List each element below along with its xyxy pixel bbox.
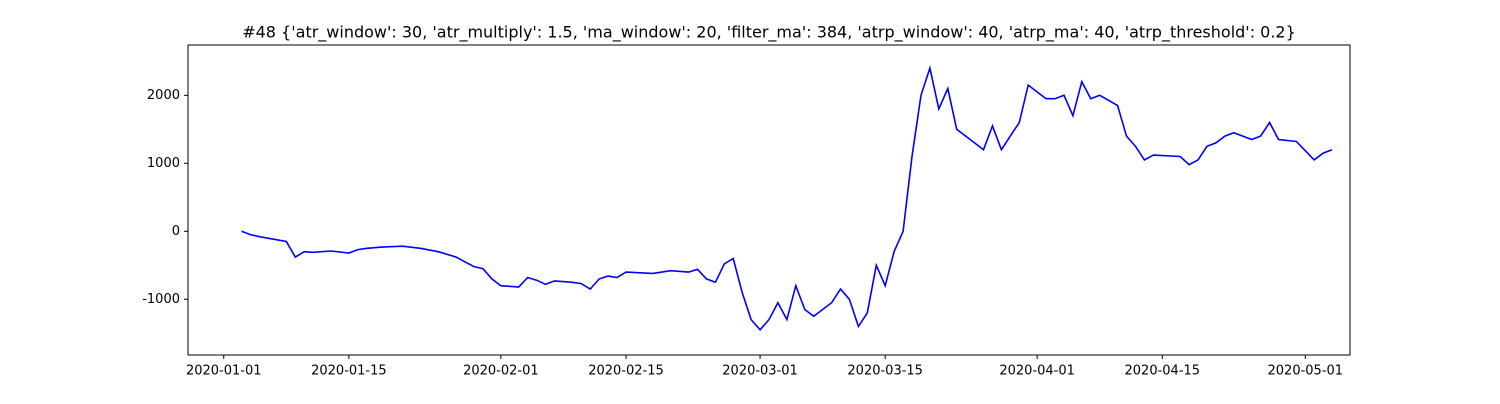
x-tick-label: 2020-04-15: [1125, 364, 1201, 379]
x-tick-label: 2020-05-01: [1268, 364, 1344, 379]
x-tick-label: 2020-04-01: [999, 364, 1075, 379]
y-tick-label: 1000: [147, 156, 180, 171]
chart-title: #48 {'atr_window': 30, 'atr_multiply': 1…: [242, 23, 1296, 43]
x-tick-label: 2020-02-01: [463, 364, 539, 379]
x-tick-label: 2020-02-15: [588, 364, 664, 379]
x-tick-label: 2020-03-15: [847, 364, 923, 379]
y-tick-label: 2000: [147, 88, 180, 103]
x-tick-label: 2020-01-15: [311, 364, 387, 379]
data-line: [241, 65, 1333, 332]
x-tick-label: 2020-03-01: [722, 364, 798, 379]
y-tick-label: 0: [172, 224, 180, 239]
x-tick-label: 2020-01-01: [186, 364, 262, 379]
y-tick-label: -1000: [142, 292, 180, 307]
axes-frame: [187, 44, 1351, 356]
